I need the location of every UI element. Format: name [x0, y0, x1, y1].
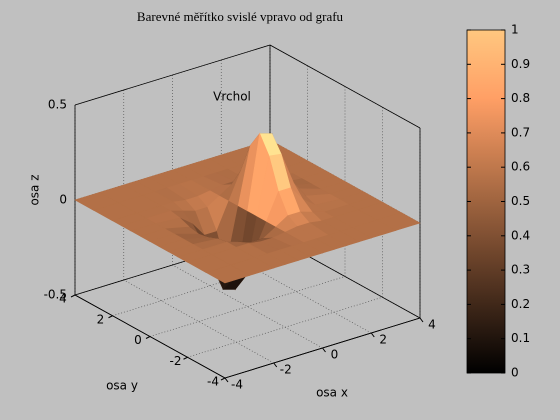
- x-tick: [322, 347, 326, 353]
- y-tick: [145, 336, 151, 339]
- y-tick-label: -2: [170, 354, 182, 368]
- x-tick-label: 2: [379, 333, 387, 347]
- surface-patch: [205, 264, 251, 284]
- axis-line: [74, 44, 271, 106]
- x-tick-label: -2: [280, 363, 292, 377]
- chart-title: Barevné měřítko svislé vpravo od grafu: [137, 9, 344, 24]
- colorbar-tick-label: 0.4: [511, 228, 530, 242]
- x-tick: [370, 332, 375, 338]
- x-tick: [224, 377, 229, 383]
- y-tick-label: -4: [207, 375, 219, 389]
- y-tick: [220, 377, 226, 381]
- x-tick-label: -4: [231, 378, 243, 392]
- colorbar-tick-label: 0.9: [511, 57, 530, 71]
- colorbar-tick-label: 1: [511, 23, 519, 37]
- x-tick-label: 0: [331, 348, 339, 362]
- x-tick-label: 4: [428, 318, 436, 332]
- colorbar-tick-label: 0.3: [511, 263, 530, 277]
- y-tick-label: 0: [134, 333, 142, 347]
- annotation: Vrchol: [213, 90, 251, 104]
- colorbar: [466, 29, 506, 374]
- z-tick-label: 0: [59, 193, 67, 207]
- x-tick: [419, 317, 424, 323]
- colorbar-tick-label: 0.7: [511, 125, 530, 139]
- colorbar-tick-label: 0.8: [511, 91, 530, 105]
- y-tick-label: 2: [97, 312, 105, 326]
- z-tick-label: 0.5: [48, 98, 67, 112]
- y-tick: [108, 315, 113, 319]
- colorbar-tick-label: 0.1: [511, 331, 530, 345]
- grid-line: [187, 296, 383, 358]
- colorbar-tick-label: 0.6: [511, 160, 530, 174]
- y-tick-label: 4: [59, 292, 67, 306]
- y-tick: [70, 294, 76, 298]
- grid-line: [149, 276, 346, 337]
- z-axis-label: osa z: [28, 174, 42, 205]
- z-tick-label: -0.5: [44, 288, 67, 302]
- colorbar-tick-label: 0: [511, 366, 519, 380]
- y-axis-label: osa y: [106, 379, 138, 393]
- grid-line: [112, 255, 308, 317]
- colorbar-tick-label: 0.2: [511, 297, 530, 311]
- x-tick: [273, 362, 278, 368]
- axis-line: [269, 44, 421, 129]
- colorbar-tick-label: 0.5: [511, 194, 530, 208]
- y-tick: [183, 356, 188, 360]
- x-axis-label: osa x: [316, 386, 348, 400]
